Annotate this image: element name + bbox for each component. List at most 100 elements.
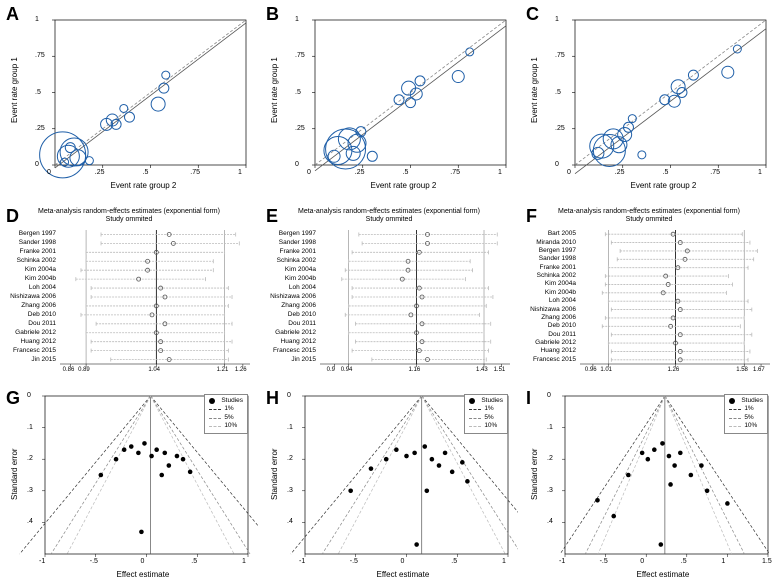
ytick: 1 bbox=[295, 16, 299, 23]
forest-study-label: Loh 2004 bbox=[260, 284, 316, 291]
funnel-ylabel: Standard error bbox=[10, 448, 19, 500]
xlabel: Event rate group 2 bbox=[371, 181, 437, 190]
forest-study-label: Dou 2011 bbox=[520, 331, 576, 338]
forest-study-label: Franke 2001 bbox=[520, 264, 576, 271]
ytick: 0 bbox=[555, 161, 559, 168]
forest-study-label: Huang 2012 bbox=[520, 347, 576, 354]
forest-study-label: Sander 1998 bbox=[260, 239, 316, 246]
ylabel: Event rate group 1 bbox=[530, 57, 539, 123]
forest-study-label: Zhang 2006 bbox=[520, 314, 576, 321]
forest-title: Meta-analysis random-effects estimates (… bbox=[0, 208, 258, 215]
funnel-xtick: -1 bbox=[39, 558, 45, 565]
forest-study-label: Francesc 2015 bbox=[520, 356, 576, 363]
funnel-xtick: 1 bbox=[721, 558, 725, 565]
funnel-xtick: 0 bbox=[401, 558, 405, 565]
forest-study-label: Bergen 1997 bbox=[520, 247, 576, 254]
forest-subtitle: Study ommited bbox=[520, 216, 778, 223]
ytick: 1 bbox=[555, 16, 559, 23]
funnel-ylabel: Standard error bbox=[530, 448, 539, 500]
funnel-xtick: 0 bbox=[640, 558, 644, 565]
funnel-ytick: .2 bbox=[547, 455, 553, 462]
ytick: .5 bbox=[295, 89, 301, 96]
forest-study-label: Schinka 2002 bbox=[520, 272, 576, 279]
xtick: 0 bbox=[47, 169, 51, 176]
funnel-xtick: .5 bbox=[191, 558, 197, 565]
ytick: .25 bbox=[35, 125, 45, 132]
forest-xtick: 1.01 bbox=[600, 367, 612, 373]
xtick: .5 bbox=[403, 169, 409, 176]
funnel-xlabel: Effect estimate bbox=[377, 570, 430, 579]
panel-E: EMeta-analysis random-effects estimates … bbox=[260, 202, 518, 382]
ytick: 0 bbox=[35, 161, 39, 168]
xtick: .5 bbox=[143, 169, 149, 176]
funnel-ytick: 0 bbox=[287, 392, 291, 399]
forest-study-label: Schinka 2002 bbox=[260, 257, 316, 264]
xtick: .25 bbox=[95, 169, 105, 176]
forest-study-label: Kim 2004a bbox=[520, 280, 576, 287]
ytick: 1 bbox=[35, 16, 39, 23]
funnel-ytick: .2 bbox=[287, 455, 293, 462]
forest-study-label: Deb 2010 bbox=[260, 311, 316, 318]
forest-study-label: Franke 2001 bbox=[260, 248, 316, 255]
forest-xtick: 0.9 bbox=[327, 367, 335, 373]
forest-study-label: Gabriele 2012 bbox=[0, 329, 56, 336]
panel-B: B0.25.5.7510.25.5.751Event rate group 2E… bbox=[260, 0, 518, 200]
funnel-xtick: .5 bbox=[451, 558, 457, 565]
forest-study-label: Sander 1998 bbox=[0, 239, 56, 246]
xlabel: Event rate group 2 bbox=[631, 181, 697, 190]
forest-study-label: Kim 2004b bbox=[0, 275, 56, 282]
forest-study-label: Kim 2004b bbox=[520, 289, 576, 296]
funnel-ytick: .4 bbox=[547, 518, 553, 525]
figure-grid: A0.25.5.7510.25.5.751Event rate group 2E… bbox=[0, 0, 778, 586]
forest-study-label: Sander 1998 bbox=[520, 255, 576, 262]
ylabel: Event rate group 1 bbox=[10, 57, 19, 123]
panel-D: DMeta-analysis random-effects estimates … bbox=[0, 202, 258, 382]
funnel-xtick: 0 bbox=[141, 558, 145, 565]
forest-study-label: Dou 2011 bbox=[260, 320, 316, 327]
xtick: 0 bbox=[307, 169, 311, 176]
forest-study-label: Dou 2011 bbox=[0, 320, 56, 327]
funnel-legend: Studies1%5%10% bbox=[724, 394, 768, 434]
forest-xtick: 0.96 bbox=[585, 367, 597, 373]
forest-study-label: Huang 2012 bbox=[260, 338, 316, 345]
funnel-xtick: -1 bbox=[559, 558, 565, 565]
forest-study-label: Franke 2001 bbox=[0, 248, 56, 255]
forest-title: Meta-analysis random-effects estimates (… bbox=[520, 208, 778, 215]
funnel-ytick: 0 bbox=[547, 392, 551, 399]
ytick: .75 bbox=[555, 52, 565, 59]
forest-xtick: 1.26 bbox=[667, 367, 679, 373]
forest-study-label: Nishizawa 2006 bbox=[0, 293, 56, 300]
funnel-xlabel: Effect estimate bbox=[637, 570, 690, 579]
panel-H: H-1-.50.510.1.2.3.4Effect estimateStanda… bbox=[260, 384, 518, 584]
forest-study-label: Deb 2010 bbox=[0, 311, 56, 318]
forest-study-label: Loh 2004 bbox=[520, 297, 576, 304]
funnel-xtick: 1 bbox=[502, 558, 506, 565]
xtick: .5 bbox=[663, 169, 669, 176]
panel-G: G-1-.50.510.1.2.3.4Effect estimateStanda… bbox=[0, 384, 258, 584]
funnel-xlabel: Effect estimate bbox=[117, 570, 170, 579]
xtick: .75 bbox=[190, 169, 200, 176]
forest-study-label: Kim 2004a bbox=[0, 266, 56, 273]
xtick: .25 bbox=[615, 169, 625, 176]
forest-study-label: Schinka 2002 bbox=[0, 257, 56, 264]
funnel-xtick: -.5 bbox=[600, 558, 608, 565]
forest-title: Meta-analysis random-effects estimates (… bbox=[260, 208, 518, 215]
forest-xtick: 1.04 bbox=[148, 367, 160, 373]
forest-xtick: 1.43 bbox=[476, 367, 488, 373]
panel-I: I-1-.50.511.50.1.2.3.4Effect estimateSta… bbox=[520, 384, 778, 584]
forest-study-label: Bergen 1997 bbox=[260, 230, 316, 237]
funnel-ytick: .4 bbox=[287, 518, 293, 525]
forest-study-label: Bergen 1997 bbox=[0, 230, 56, 237]
funnel-ylabel: Standard error bbox=[270, 448, 279, 500]
forest-study-label: Francesc 2015 bbox=[260, 347, 316, 354]
xtick: 1 bbox=[238, 169, 242, 176]
forest-study-label: Bart 2005 bbox=[520, 230, 576, 237]
ytick: .5 bbox=[555, 89, 561, 96]
forest-study-label: Jin 2015 bbox=[0, 356, 56, 363]
funnel-ytick: .4 bbox=[27, 518, 33, 525]
panel-C: C0.25.5.7510.25.5.751Event rate group 2E… bbox=[520, 0, 778, 200]
funnel-ytick: .3 bbox=[27, 487, 33, 494]
panel-F: FMeta-analysis random-effects estimates … bbox=[520, 202, 778, 382]
funnel-xtick: 1 bbox=[242, 558, 246, 565]
xlabel: Event rate group 2 bbox=[111, 181, 177, 190]
